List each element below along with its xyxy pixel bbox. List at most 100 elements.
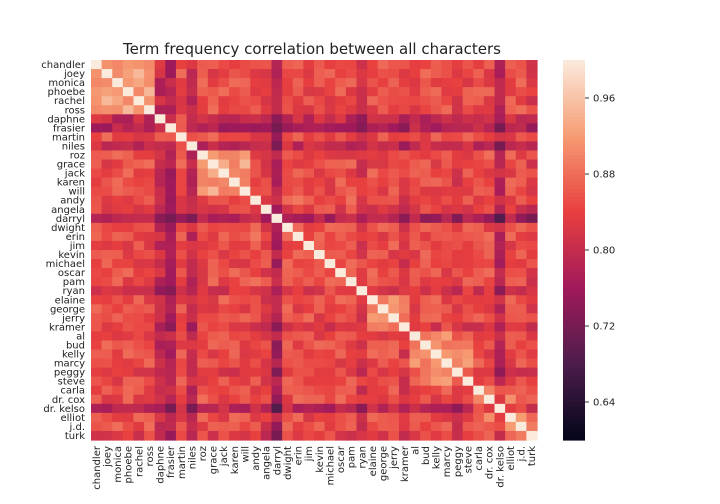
heatmap-cell [335,331,347,342]
colorbar-segment [563,341,585,346]
heatmap-cell [314,322,326,333]
heatmap-cell [377,105,389,115]
heatmap-cell [367,331,379,342]
heatmap-cell [356,331,368,342]
y-tick-label: jim [69,241,85,252]
heatmap-cell [345,349,358,360]
heatmap-cell [356,87,368,97]
heatmap-cell [515,78,527,88]
heatmap-cell [377,195,389,206]
heatmap-cell [452,421,464,432]
x-tick-label: darryl [272,446,283,475]
heatmap-cell [515,213,527,224]
colorbar-segment [563,242,585,247]
heatmap-cell [282,60,294,70]
heatmap-cell [303,150,315,161]
heatmap-cell [292,250,304,260]
heatmap-cell [186,60,198,70]
heatmap-cell [207,231,220,242]
colorbar-segment [563,231,585,236]
heatmap-cell [282,204,294,215]
heatmap-cell [515,358,527,369]
heatmap-cell [175,123,188,133]
heatmap-cell [494,268,506,278]
heatmap-cell [483,132,496,143]
heatmap-cell [101,268,113,278]
heatmap-cell [250,231,262,242]
heatmap-cell [388,141,400,152]
heatmap-cell [526,250,538,260]
x-tick-label: ross [145,446,156,466]
heatmap-cell [122,250,135,260]
heatmap-cell [133,250,145,260]
heatmap-cell [398,78,411,88]
heatmap-cell [483,412,496,423]
heatmap-cell [91,295,103,305]
heatmap-cell [154,168,166,179]
heatmap-cell [345,430,358,441]
heatmap-cell [398,231,411,242]
heatmap-cell [335,322,347,333]
colorbar-segment [563,364,585,369]
x-tick-label: elliot [506,446,517,471]
heatmap-cell [356,277,368,287]
colorbar-segment [563,326,585,331]
y-tick-label: joey [63,69,85,80]
heatmap-cell [462,87,474,97]
heatmap-cell [197,349,209,360]
heatmap-cell [260,123,273,133]
heatmap-cell [122,159,135,170]
heatmap-cell [345,376,358,387]
heatmap-cell [494,367,506,378]
heatmap-cell [483,358,496,369]
heatmap-cell [377,60,389,70]
heatmap-cell [229,322,241,333]
heatmap-cell [420,168,432,179]
heatmap-cell [175,195,188,206]
heatmap-cell [303,231,315,242]
heatmap-cell [505,168,517,179]
heatmap-cell [356,385,368,396]
heatmap-cell [292,177,304,188]
heatmap-cell [494,105,506,115]
heatmap-cell [271,231,283,242]
heatmap-cell [175,259,188,269]
heatmap-cell [420,412,432,423]
heatmap-cell [154,430,166,441]
heatmap-cell [441,421,453,432]
heatmap-cell [260,250,273,260]
heatmap-cell [122,132,135,143]
heatmap-cell [218,177,230,188]
heatmap-cell [122,403,135,414]
heatmap-cell [250,331,262,342]
heatmap-cell [282,313,294,323]
heatmap-cell [101,222,113,233]
heatmap-cell [483,403,496,414]
heatmap-cell [335,286,347,296]
colorbar-segment [563,299,585,304]
heatmap-cell [505,60,517,70]
heatmap-cell [271,394,283,405]
heatmap-cell [494,286,506,296]
heatmap-cell [398,250,411,260]
colorbar-segment [563,238,585,243]
heatmap-cell [165,60,177,70]
heatmap-cell [175,96,188,106]
colorbar-segment [563,310,585,316]
colorbar-segment [563,318,585,323]
heatmap-cell [335,132,347,143]
heatmap-cell [409,168,421,179]
heatmap-cell [112,96,124,106]
heatmap-cell [303,385,315,396]
heatmap-cell [303,268,315,278]
heatmap-cell [367,430,379,441]
heatmap-cell [324,286,336,296]
heatmap-cell [218,96,230,106]
heatmap-cell [239,412,251,423]
heatmap-cell [218,204,230,215]
heatmap-cell [271,150,283,161]
heatmap-cell [420,78,432,88]
heatmap-cell [197,177,209,188]
heatmap-cell [154,304,166,314]
